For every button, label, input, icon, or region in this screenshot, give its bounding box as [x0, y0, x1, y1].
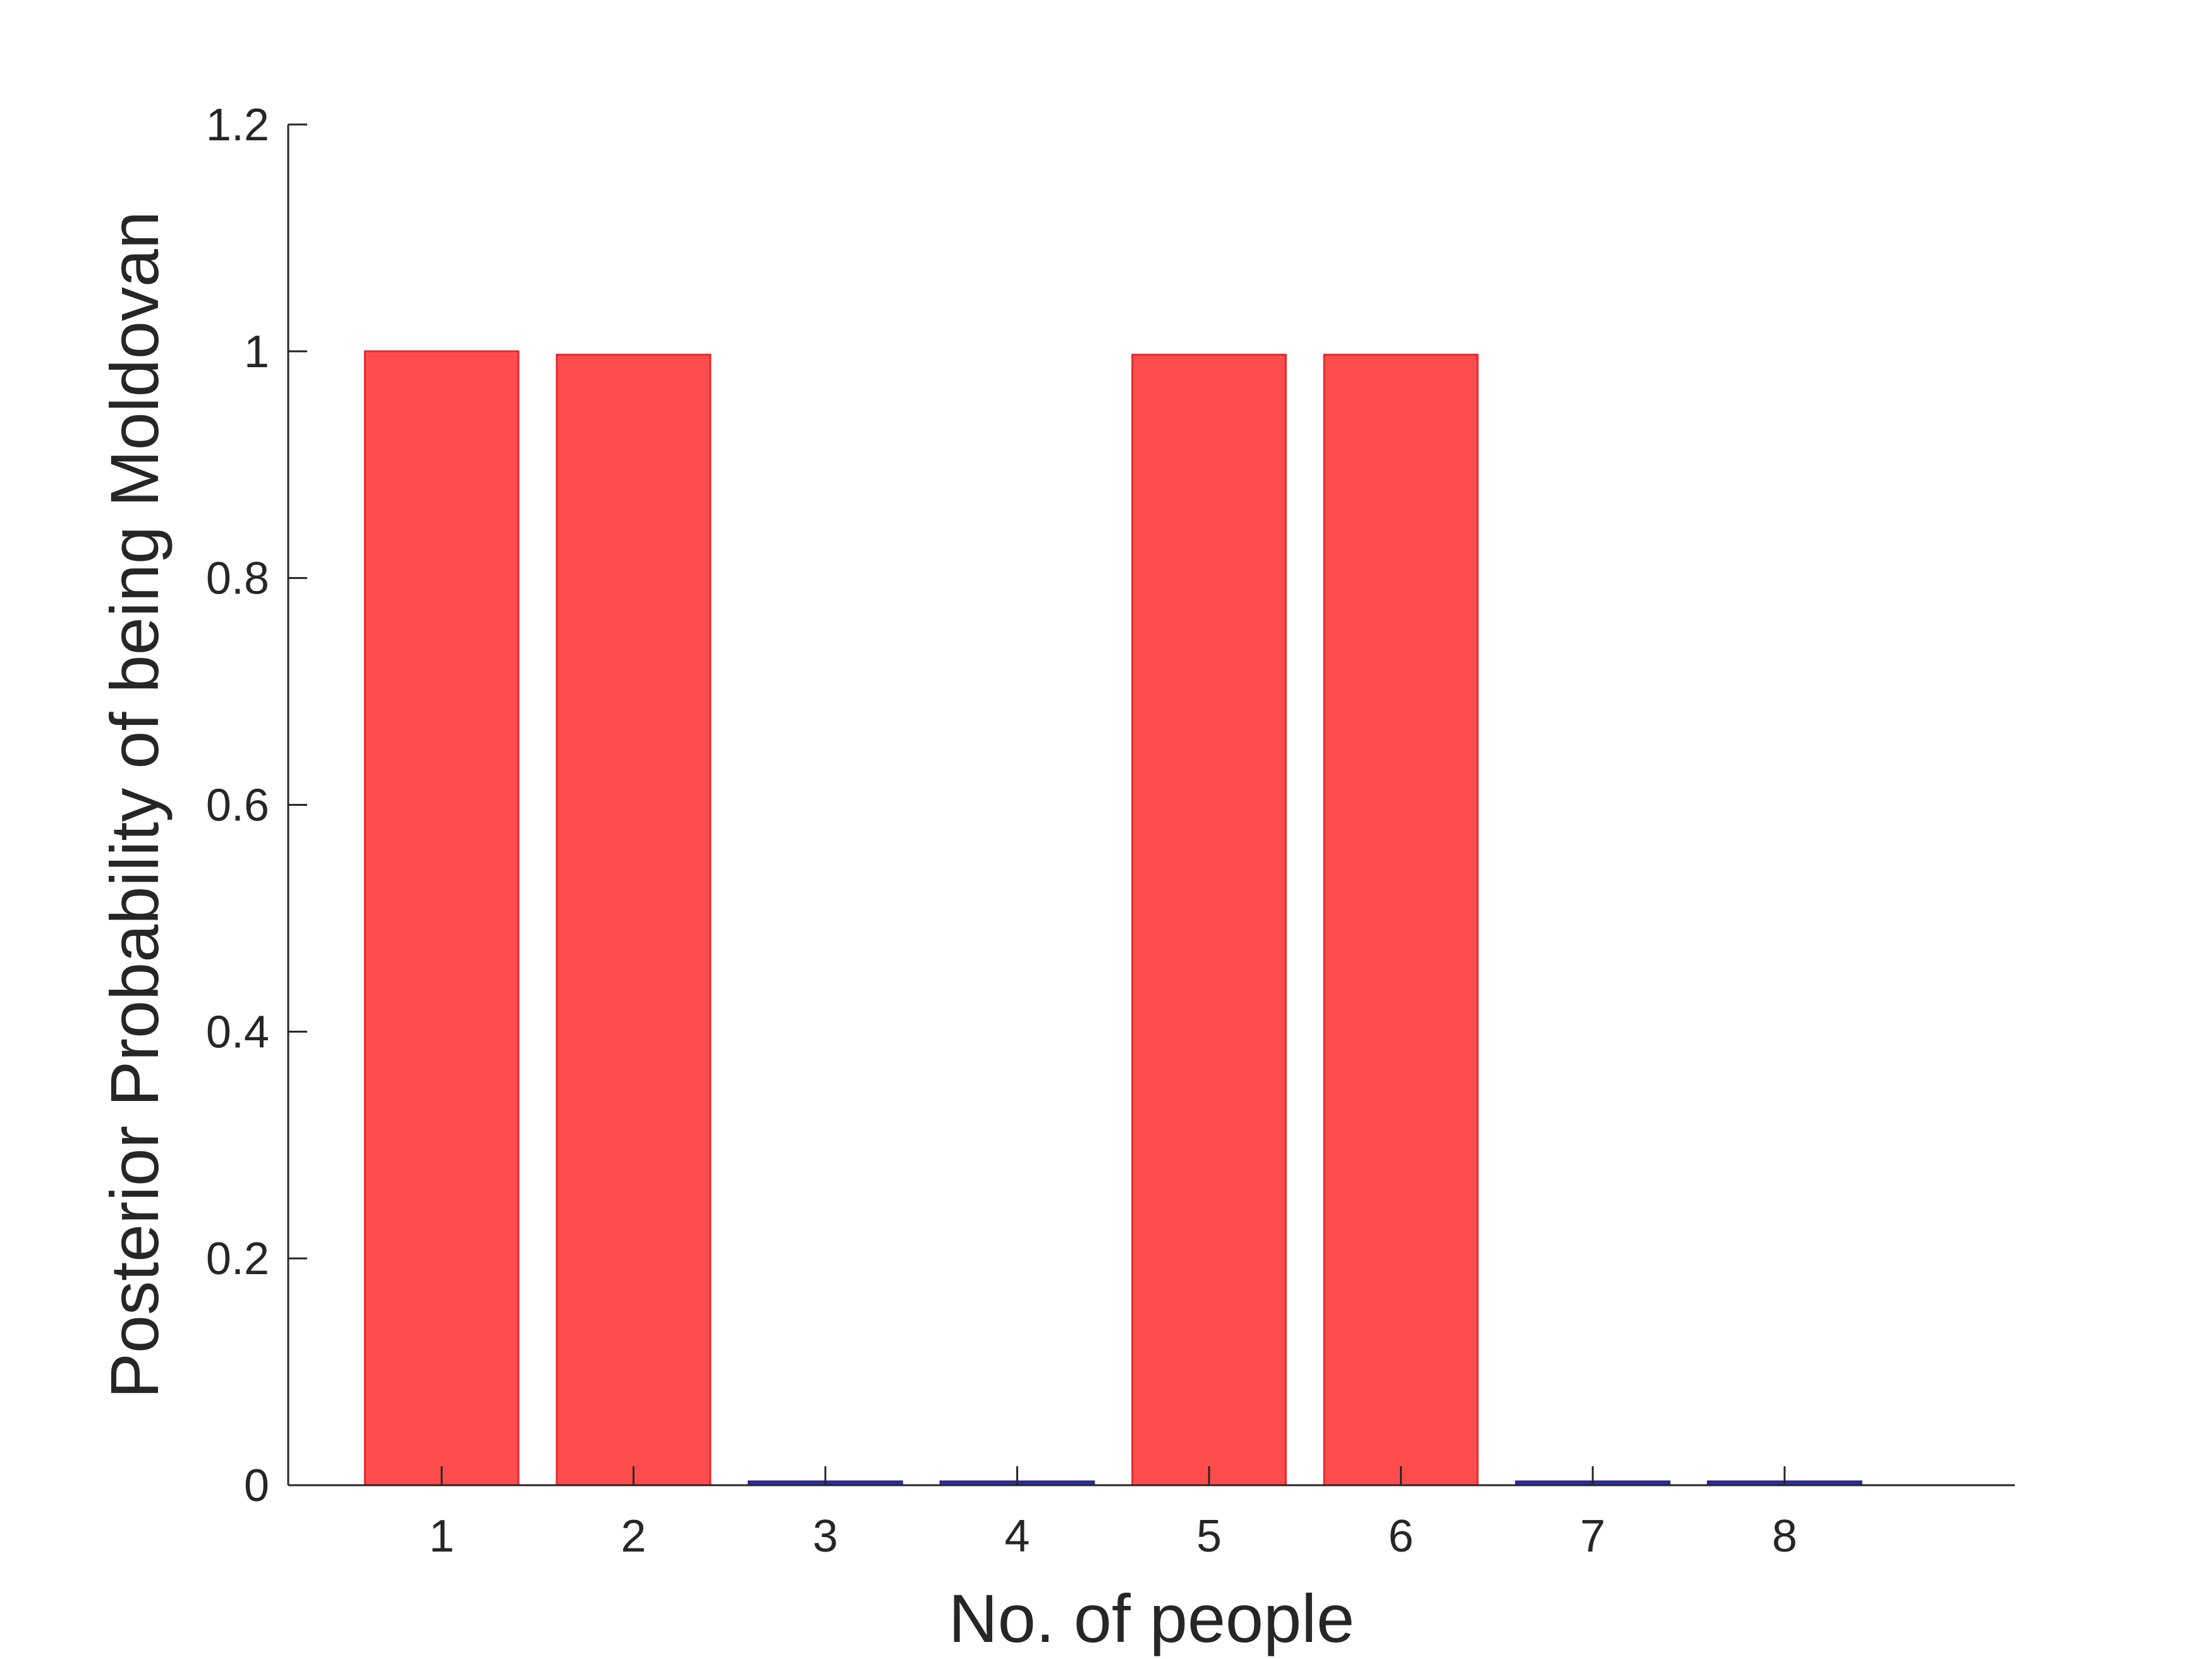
bar-1	[363, 350, 520, 1486]
y-tick-label: 0.6	[206, 781, 269, 831]
y-tick-label: 0.4	[206, 1007, 269, 1057]
x-tick-label: 3	[813, 1511, 838, 1562]
y-ticks: 0 0.2 0.4 0.6 0.8 1 1.2	[206, 100, 307, 1511]
x-ticks: 1 2 3 4 5 6 7 8	[429, 1466, 1797, 1562]
x-axis-title: No. of people	[949, 1580, 1354, 1656]
y-tick-label: 0	[244, 1461, 269, 1511]
bars-layer	[363, 350, 1863, 1486]
y-tick-label: 0.2	[206, 1234, 269, 1284]
x-tick-label: 6	[1389, 1511, 1414, 1562]
x-tick-label: 2	[621, 1511, 646, 1562]
x-tick-label: 8	[1772, 1511, 1797, 1562]
y-tick-label: 1.2	[206, 100, 269, 150]
x-tick-label: 7	[1580, 1511, 1605, 1562]
bar-5	[1131, 353, 1287, 1486]
y-axis-title: Posterior Probability of being Moldovan	[96, 211, 173, 1399]
x-tick-label: 4	[1004, 1511, 1030, 1562]
bar-6	[1323, 353, 1479, 1486]
bar-2	[556, 353, 712, 1486]
y-tick-label: 1	[244, 327, 269, 377]
x-tick-label: 5	[1196, 1511, 1222, 1562]
x-tick-label: 1	[429, 1511, 454, 1562]
y-tick-label: 0.8	[206, 554, 269, 604]
